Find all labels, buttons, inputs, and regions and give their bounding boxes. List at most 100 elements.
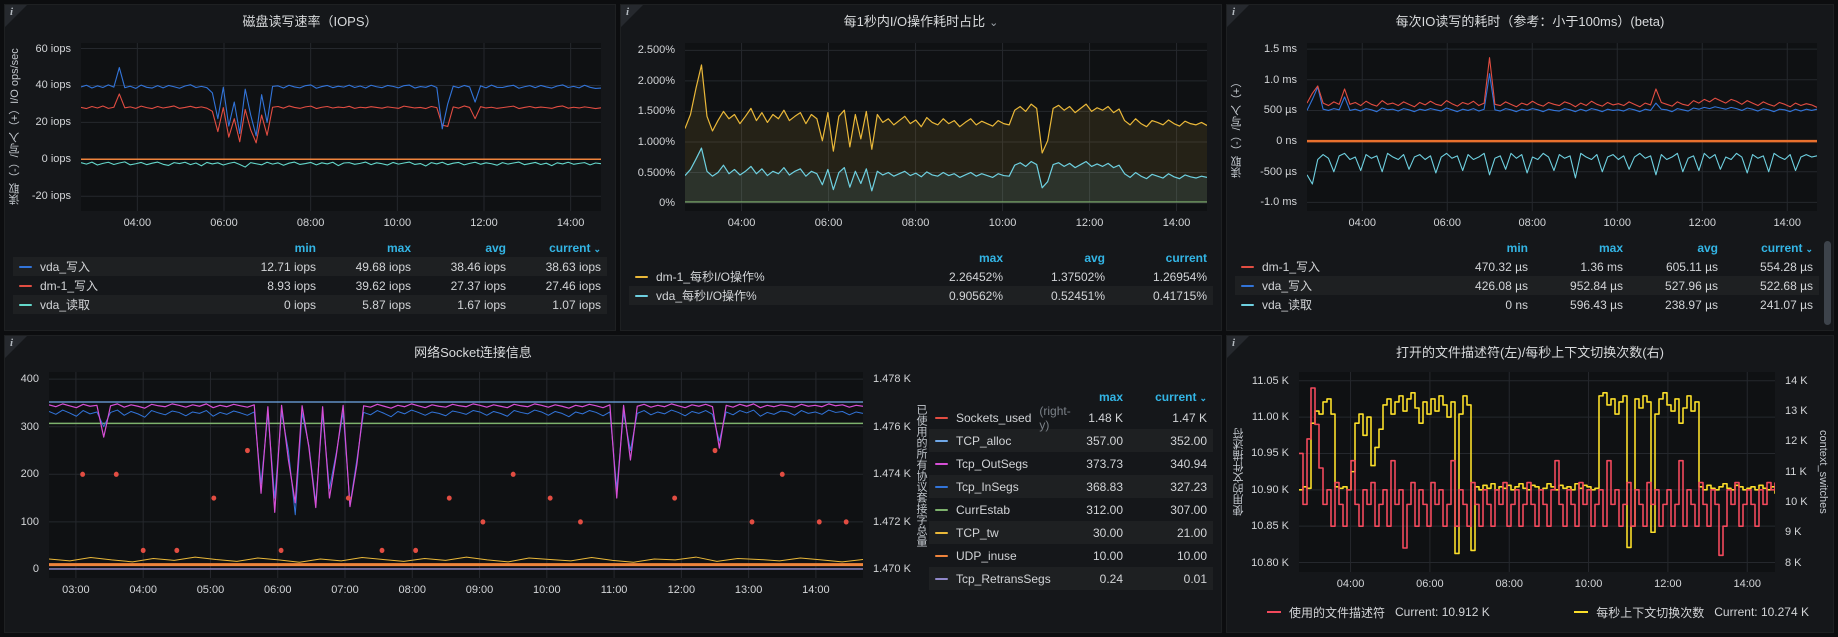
legend-series-name[interactable]: CurrEstab [935, 503, 1039, 517]
x-axis-ticks: 04:00 06:00 08:00 10:00 12:00 14:00 [1307, 213, 1817, 231]
legend-series-name[interactable]: vda_写入 [19, 258, 221, 275]
y-tick-label: 100 [20, 515, 39, 528]
chart-plot-area[interactable] [685, 43, 1207, 211]
chart-canvas[interactable] [1299, 372, 1775, 572]
series-color-swatch [935, 577, 948, 580]
legend-column-max[interactable]: max [386, 241, 411, 255]
chevron-down-icon[interactable]: ⌄ [989, 17, 999, 29]
series-line-TCP_tw [49, 557, 863, 562]
legend-value: 426.08 µs [1475, 278, 1528, 293]
legend-value: 30.00 [1092, 525, 1123, 540]
sort-caret-icon: ⌄ [1199, 393, 1207, 403]
legend-series-name[interactable]: UDP_inuse [935, 549, 1039, 563]
legend-column-current[interactable]: current ⌄ [1761, 241, 1813, 255]
panel-title[interactable]: 每1秒内I/O操作耗时占比 ⌄ [651, 11, 1191, 30]
legend-series-name[interactable]: Tcp_InSegs [935, 480, 1039, 494]
panel-info-corner[interactable]: i [5, 336, 27, 358]
chart-plot-area[interactable] [1299, 372, 1775, 572]
legend-column-min[interactable]: min [1506, 241, 1528, 255]
x-tick-label: 14:00 [556, 217, 585, 229]
panel-info-corner[interactable]: i [5, 5, 27, 27]
legend-value: 10.00 [1176, 548, 1207, 563]
y-tick-label: 10.95 K [1251, 447, 1289, 460]
y-tick-label: 400 [20, 373, 39, 386]
legend-value: 1.07 iops [552, 297, 601, 312]
x-tick-label: 12:00 [1075, 217, 1104, 229]
legend-column-max[interactable]: max [1098, 390, 1123, 404]
legend-column-avg[interactable]: avg [1697, 241, 1718, 255]
legend-value: 2.26452% [948, 269, 1003, 284]
panel-title[interactable]: 网络Socket连接信息 [35, 342, 911, 361]
x-tick-label: 12:00 [470, 217, 498, 229]
legend-value: 340.94 [1170, 456, 1207, 471]
legend-series-name[interactable]: Sockets_used (right-y) [935, 404, 1071, 432]
y-tick-label: 0 iops [41, 153, 71, 166]
legend-column-current[interactable]: current ⌄ [1155, 390, 1207, 404]
chart-plot-area[interactable] [1307, 43, 1817, 211]
legend-series-name[interactable]: TCP_tw [935, 526, 1039, 540]
series-name-text: CurrEstab [956, 502, 1011, 517]
legend-column-max[interactable]: max [1598, 241, 1623, 255]
panel-title-text: 网络Socket连接信息 [414, 345, 532, 360]
legend-value: 1.37502% [1050, 269, 1105, 284]
legend-item[interactable]: 使用的文件描述符 Current: 10.912 K [1267, 604, 1490, 621]
legend-header: min max avg current ⌄ [1235, 239, 1819, 257]
panel-info-corner[interactable]: i [1227, 336, 1249, 358]
legend-column-avg[interactable]: avg [1084, 251, 1105, 265]
right-y-tick-label: 1.470 K [873, 563, 911, 576]
chart-plot-area[interactable] [49, 372, 863, 578]
info-icon: i [10, 6, 14, 18]
legend-column-min[interactable]: min [294, 241, 316, 255]
series-point-Sockets_used [547, 495, 553, 501]
legend-column-avg[interactable]: avg [485, 241, 506, 255]
chart-canvas[interactable] [49, 372, 863, 578]
legend-series-name[interactable]: TCP_alloc [935, 434, 1039, 448]
legend-series-name[interactable]: dm-1_每秒I/O操作% [635, 268, 901, 285]
legend-row: dm-1_写入 8.93 iops 39.62 iops 27.37 iops 27.4… [13, 276, 607, 295]
right-y-tick-label: 8 K [1785, 556, 1802, 569]
right-y-tick-label: 11 K [1785, 465, 1807, 478]
legend-value: 38.46 iops [450, 259, 506, 274]
legend-value: 527.96 µs [1665, 278, 1718, 293]
legend-scrollbar-thumb[interactable] [1824, 241, 1831, 325]
legend-item[interactable]: 每秒上下文切换次数 Current: 10.274 K [1574, 604, 1809, 621]
series-line-vda_写入 [1307, 74, 1817, 112]
legend-value: 0.24 [1099, 571, 1123, 586]
legend-value: 596.43 µs [1570, 297, 1623, 312]
chart-plot-area[interactable] [81, 43, 601, 211]
legend-value: 38.63 iops [545, 259, 601, 274]
x-tick-label: 08:00 [901, 217, 930, 229]
legend-series-name[interactable]: Tcp_RetransSegs [935, 572, 1051, 586]
legend-row: Tcp_RetransSegs 0.24 0.01 [929, 567, 1213, 590]
panel-title[interactable]: 打开的文件描述符(左)/每秒上下文切换次数(右) [1257, 342, 1803, 361]
legend-value: 952.84 µs [1570, 278, 1623, 293]
legend-series-name[interactable]: vda_读取 [1241, 296, 1433, 313]
legend-series-name[interactable]: vda_读取 [19, 296, 221, 313]
legend-series-name[interactable]: vda_每秒I/O操作% [635, 287, 901, 304]
legend-value: 241.07 µs [1760, 297, 1813, 312]
panel-info-corner[interactable]: i [1227, 5, 1249, 27]
panel-title[interactable]: 每次IO读写的耗时（参考：小于100ms）(beta) [1257, 11, 1803, 30]
chart-canvas[interactable] [1307, 43, 1817, 211]
legend-row: TCP_tw 30.00 21.00 [929, 521, 1213, 544]
x-axis-ticks: 04:00 06:00 08:00 10:00 12:00 14:00 [685, 213, 1207, 231]
legend-column-current[interactable]: current ⌄ [549, 241, 601, 255]
panel-info-corner[interactable]: i [621, 5, 643, 27]
y-tick-label: 1.500% [637, 105, 675, 118]
panel-title[interactable]: 磁盘读写速率（IOPS） [35, 11, 585, 30]
legend-column-max[interactable]: max [978, 251, 1003, 265]
legend-value: 12.71 iops [260, 259, 316, 274]
x-tick-label: 11:00 [600, 584, 628, 596]
chart-canvas[interactable] [685, 43, 1207, 211]
legend-series-name[interactable]: Tcp_OutSegs [935, 457, 1039, 471]
legend-series-name[interactable]: vda_写入 [1241, 277, 1433, 294]
x-tick-label: 08:00 [1518, 217, 1547, 229]
legend-series-name[interactable]: dm-1_写入 [19, 277, 221, 294]
panel-io-latency: i 每次IO读写的耗时（参考：小于100ms）(beta) 读取（-）/写入（+… [1226, 4, 1834, 331]
legend-value: 5.87 iops [362, 297, 411, 312]
chart-canvas[interactable] [81, 43, 601, 211]
legend: max avg current dm-1_每秒I/O操作% 2.26452% 1.3750… [629, 249, 1213, 305]
series-line-dm-1_写入 [81, 94, 601, 143]
legend-column-current[interactable]: current [1165, 251, 1207, 265]
legend-series-name[interactable]: dm-1_写入 [1241, 258, 1433, 275]
